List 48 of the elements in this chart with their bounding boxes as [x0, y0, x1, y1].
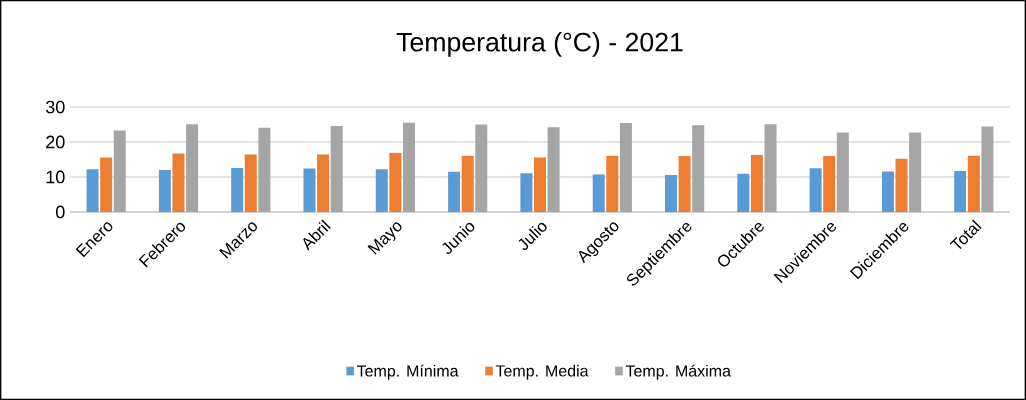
bar — [592, 174, 605, 212]
bar — [895, 158, 908, 212]
chart-title: Temperatura (°C) - 2021 — [396, 31, 683, 57]
bar — [158, 169, 171, 212]
bar — [737, 173, 750, 212]
bar — [330, 125, 343, 212]
x-tick-label: Julio — [518, 222, 547, 251]
bar — [967, 155, 980, 212]
bar — [475, 124, 488, 212]
bar — [317, 154, 330, 212]
bar — [547, 127, 560, 212]
y-tick-label: 10 — [46, 170, 65, 184]
bar — [231, 167, 244, 212]
bar — [665, 174, 678, 212]
bar — [836, 132, 849, 212]
bar — [100, 157, 113, 212]
bar — [186, 124, 199, 212]
bar — [448, 171, 461, 212]
legend-label: Temp. Máxima — [625, 364, 731, 380]
bar — [244, 154, 257, 212]
bar — [678, 155, 691, 212]
legend-label: Temp. Mínima — [356, 364, 459, 380]
bar — [461, 155, 474, 212]
bar — [750, 154, 763, 212]
bar — [823, 155, 836, 212]
bar — [909, 132, 922, 212]
bar — [881, 171, 894, 212]
bar — [981, 126, 994, 212]
bar — [606, 155, 619, 212]
bar — [764, 124, 777, 212]
bar — [692, 125, 705, 212]
bar — [375, 169, 388, 212]
bar — [520, 173, 533, 212]
bar — [258, 127, 271, 212]
bar — [389, 152, 402, 212]
y-tick-label: 20 — [46, 135, 65, 149]
bar — [113, 130, 126, 212]
legend-label: Temp. Media — [495, 364, 589, 380]
bar — [954, 171, 967, 212]
bar — [172, 153, 185, 212]
bar — [402, 122, 415, 212]
bar — [86, 169, 99, 212]
bar — [619, 123, 632, 212]
bar — [809, 168, 822, 212]
bar — [534, 157, 546, 212]
y-tick-label: 0 — [56, 205, 65, 219]
y-tick-label: 30 — [45, 100, 65, 114]
bar — [303, 168, 316, 212]
